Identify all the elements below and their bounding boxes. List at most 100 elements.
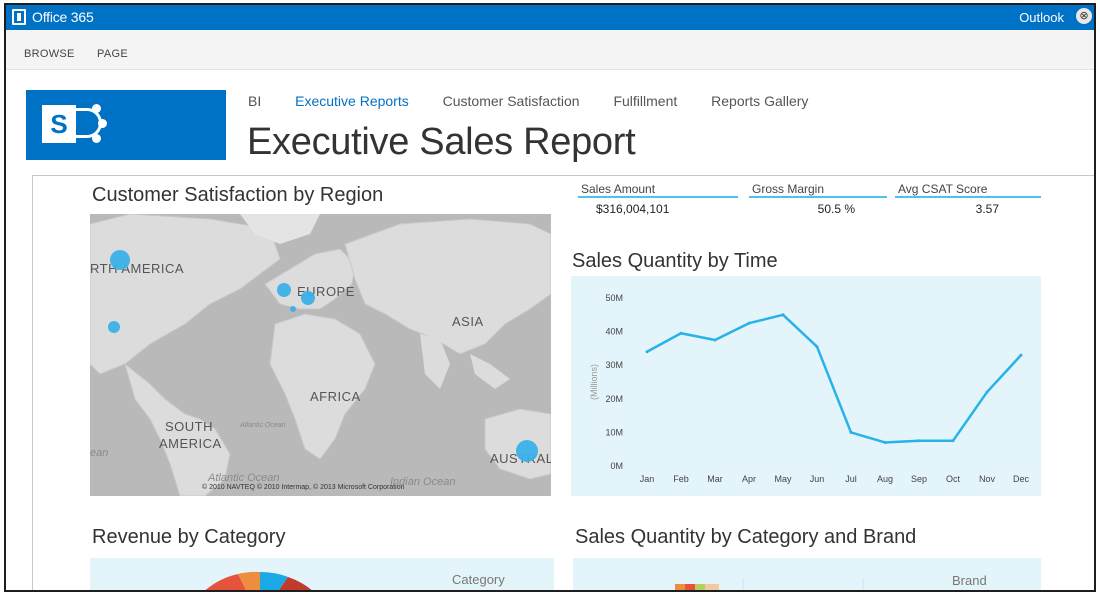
x-tick-label: Feb — [673, 474, 689, 484]
sharepoint-logo[interactable]: S — [26, 90, 226, 160]
map-label-south: SOUTH — [165, 419, 213, 434]
kpi-sales-amount[interactable]: Sales Amount $316,004,101 — [578, 180, 738, 220]
series-line[interactable] — [646, 313, 1022, 444]
ocean-label-partial: ean — [90, 447, 109, 459]
map-title: Customer Satisfaction by Region — [92, 184, 384, 206]
suite-title[interactable]: Office 365 — [32, 9, 94, 25]
data-point[interactable] — [917, 439, 921, 443]
y-tick-label: 50M — [605, 293, 623, 303]
line-chart-svg: 0M 10M 20M 30M 40M 50M (Millions) Jan Feb Mar Apr M… — [589, 293, 1030, 484]
suite-bar: Office 365 Outlook ⊗ — [6, 5, 1094, 30]
x-tick-label: Jan — [640, 474, 655, 484]
revenue-by-category-chart[interactable]: Category — [90, 558, 554, 590]
nav-item-reports-gallery[interactable]: Reports Gallery — [711, 93, 809, 109]
ocean-label-atlantic-small: Atlantic Ocean — [240, 422, 286, 429]
kpi-label: Gross Margin — [749, 180, 887, 198]
data-point[interactable] — [781, 313, 785, 317]
map-copyright: © 2010 NAVTEQ © 2010 Intermap, © 2013 Mi… — [202, 484, 405, 491]
revenue-by-category-title: Revenue by Category — [92, 526, 286, 548]
ribbon-tab-page[interactable]: PAGE — [97, 48, 128, 60]
map-bubble-germany[interactable] — [301, 291, 315, 305]
bar-segment-red — [685, 584, 695, 590]
nav-item-executive-reports[interactable]: Executive Reports — [295, 93, 409, 109]
pie-slice-orange — [238, 571, 260, 590]
x-tick-label: Jul — [845, 474, 857, 484]
x-tick-label: Oct — [946, 474, 961, 484]
map-bubble-uk[interactable] — [277, 283, 291, 297]
data-point[interactable] — [747, 321, 751, 325]
nav-item-customer-satisfaction[interactable]: Customer Satisfaction — [442, 93, 580, 109]
pie-slice-red — [205, 574, 246, 590]
ribbon: BROWSE PAGE — [6, 30, 1094, 70]
y-tick-label: 30M — [605, 360, 623, 370]
data-point[interactable] — [1019, 353, 1023, 357]
x-tick-label: Mar — [707, 474, 723, 484]
x-tick-label: May — [774, 474, 792, 484]
map-label-america: AMERICA — [159, 436, 222, 451]
stacked-bar-partial — [675, 578, 864, 590]
data-point[interactable] — [849, 430, 853, 434]
map-label-africa: AFRICA — [310, 389, 361, 404]
line-chart-title: Sales Quantity by Time — [572, 250, 778, 272]
ocean-label-atlantic: Atlantic Ocean — [208, 472, 280, 484]
x-tick-label: Apr — [742, 474, 756, 484]
category-brand-title: Sales Quantity by Category and Brand — [575, 526, 917, 548]
bar-segment-green — [695, 584, 705, 590]
region-map[interactable]: RTH AMERICA EUROPE ASIA AFRICA SOUTH AME… — [90, 214, 551, 496]
world-map-land — [90, 214, 551, 496]
map-bubble-north-america[interactable] — [110, 250, 130, 270]
data-point[interactable] — [679, 331, 683, 335]
category-legend-title: Category — [452, 572, 505, 587]
data-point[interactable] — [713, 338, 717, 342]
category-brand-chart[interactable]: Brand — [573, 558, 1041, 590]
data-point[interactable] — [815, 345, 819, 349]
ocean-label-indian: Indian Ocean — [390, 476, 456, 488]
data-point[interactable] — [985, 390, 989, 394]
sharepoint-logo-letter: S — [42, 105, 76, 143]
pie-chart-partial — [205, 571, 312, 590]
map-bubble-france[interactable] — [290, 306, 296, 312]
map-label-asia: ASIA — [452, 314, 484, 329]
data-point[interactable] — [645, 350, 649, 354]
report-canvas: Customer Satisfaction by Region — [32, 175, 1094, 590]
page-title: Executive Sales Report — [247, 121, 636, 163]
data-point[interactable] — [951, 439, 955, 443]
ribbon-tab-browse[interactable]: BROWSE — [24, 48, 75, 60]
y-tick-label: 20M — [605, 394, 623, 404]
close-icon[interactable]: ⊗ — [1076, 8, 1092, 24]
sharepoint-dot-icon — [92, 104, 101, 113]
x-tick-label: Aug — [877, 474, 893, 484]
y-axis-label: (Millions) — [589, 364, 599, 400]
y-tick-label: 0M — [610, 461, 623, 471]
nav-item-fulfillment[interactable]: Fulfillment — [613, 93, 678, 109]
kpi-avg-csat[interactable]: Avg CSAT Score 3.57 — [895, 180, 1041, 220]
y-tick-label: 10M — [605, 427, 623, 437]
pie-slice-dark-red — [279, 577, 312, 590]
sales-quantity-chart[interactable]: 0M 10M 20M 30M 40M 50M (Millions) Jan Feb Mar Apr M… — [571, 276, 1041, 496]
top-navigation: BI Executive Reports Customer Satisfacti… — [248, 93, 838, 109]
sharepoint-dot-icon — [92, 134, 101, 143]
x-tick-label: Jun — [810, 474, 825, 484]
map-bubble-us-west[interactable] — [108, 321, 120, 333]
bar-segment-orange — [675, 584, 685, 590]
map-label-north-america: RTH AMERICA — [90, 261, 185, 276]
kpi-value: 3.57 — [975, 202, 999, 216]
kpi-gross-margin[interactable]: Gross Margin 50.5 % — [749, 180, 887, 220]
x-tick-label: Dec — [1013, 474, 1030, 484]
data-point[interactable] — [883, 440, 887, 444]
sharepoint-dot-icon — [98, 119, 107, 128]
brand-legend-title: Brand — [952, 573, 987, 588]
bar-segment-tan — [705, 584, 719, 590]
y-tick-label: 40M — [605, 327, 623, 337]
outlook-link[interactable]: Outlook — [1019, 10, 1064, 25]
kpi-value: 50.5 % — [817, 202, 855, 216]
map-bubble-australia[interactable] — [516, 440, 538, 462]
x-tick-label: Sep — [911, 474, 927, 484]
office-logo-icon[interactable] — [12, 9, 26, 25]
kpi-label: Avg CSAT Score — [895, 180, 1041, 198]
kpi-value: $316,004,101 — [596, 202, 670, 216]
kpi-label: Sales Amount — [578, 180, 738, 198]
browser-frame: Office 365 Outlook ⊗ BROWSE PAGE S BI Ex… — [4, 3, 1096, 592]
nav-item-bi[interactable]: BI — [248, 93, 262, 109]
x-tick-label: Nov — [979, 474, 996, 484]
